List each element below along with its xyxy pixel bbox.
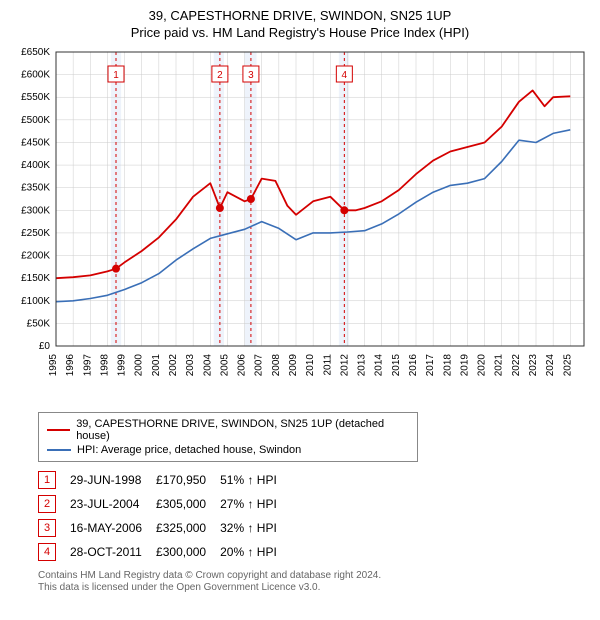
svg-text:2020: 2020 — [477, 353, 488, 376]
svg-text:2019: 2019 — [459, 353, 470, 376]
marker-date: 23-JUL-2004 — [70, 492, 156, 516]
svg-text:£100K: £100K — [21, 296, 50, 307]
legend-row: HPI: Average price, detached house, Swin… — [47, 443, 409, 457]
attribution-footer: Contains HM Land Registry data © Crown c… — [38, 570, 592, 595]
svg-text:2006: 2006 — [237, 353, 248, 376]
svg-text:2004: 2004 — [202, 353, 213, 376]
svg-text:2024: 2024 — [545, 353, 556, 376]
footer-line-1: Contains HM Land Registry data © Crown c… — [38, 570, 592, 583]
svg-text:2005: 2005 — [219, 353, 230, 376]
svg-text:2002: 2002 — [168, 353, 179, 376]
marker-date: 29-JUN-1998 — [70, 468, 156, 492]
svg-text:1995: 1995 — [48, 353, 59, 376]
marker-price: £300,000 — [156, 540, 220, 564]
svg-text:2022: 2022 — [511, 353, 522, 376]
svg-text:2011: 2011 — [322, 353, 333, 375]
legend-row: 39, CAPESTHORNE DRIVE, SWINDON, SN25 1UP… — [47, 417, 409, 443]
legend-label: HPI: Average price, detached house, Swin… — [77, 444, 301, 456]
svg-text:2008: 2008 — [271, 353, 282, 376]
title-line-1: 39, CAPESTHORNE DRIVE, SWINDON, SN25 1UP — [8, 8, 592, 25]
svg-text:£650K: £650K — [21, 47, 50, 58]
price-chart: £0 £50K £100K £150K £200K £250K £300K £350K £400… — [8, 46, 592, 406]
marker-delta: 32% ↑ HPI — [220, 516, 291, 540]
svg-text:£500K: £500K — [21, 115, 50, 126]
svg-text:2014: 2014 — [374, 353, 385, 376]
svg-text:2009: 2009 — [288, 353, 299, 376]
svg-text:2018: 2018 — [442, 353, 453, 376]
svg-text:2021: 2021 — [494, 353, 505, 376]
svg-text:£450K: £450K — [21, 137, 50, 148]
svg-text:£350K: £350K — [21, 182, 50, 193]
marker-price: £170,950 — [156, 468, 220, 492]
svg-text:£300K: £300K — [21, 205, 50, 216]
svg-text:£150K: £150K — [21, 273, 50, 284]
legend: 39, CAPESTHORNE DRIVE, SWINDON, SN25 1UP… — [38, 412, 418, 462]
svg-text:2012: 2012 — [339, 353, 350, 376]
markers-table: 1 29-JUN-1998£170,95051% ↑ HPI 2 23-JUL-200… — [38, 468, 291, 564]
svg-text:£0: £0 — [39, 341, 51, 352]
marker-price: £305,000 — [156, 492, 220, 516]
svg-text:£200K: £200K — [21, 250, 50, 261]
svg-text:2017: 2017 — [425, 353, 436, 376]
svg-text:1999: 1999 — [117, 353, 128, 376]
svg-text:2016: 2016 — [408, 353, 419, 376]
svg-text:2000: 2000 — [134, 353, 145, 376]
svg-text:£50K: £50K — [27, 318, 51, 329]
svg-text:4: 4 — [342, 70, 348, 81]
table-row: 2 23-JUL-2004£305,00027% ↑ HPI — [38, 492, 291, 516]
marker-date: 28-OCT-2011 — [70, 540, 156, 564]
svg-text:1998: 1998 — [99, 353, 110, 376]
svg-text:2013: 2013 — [357, 353, 368, 376]
svg-text:2003: 2003 — [185, 353, 196, 376]
chart-title-block: 39, CAPESTHORNE DRIVE, SWINDON, SN25 1UP… — [8, 8, 592, 42]
svg-text:£400K: £400K — [21, 160, 50, 171]
legend-label: 39, CAPESTHORNE DRIVE, SWINDON, SN25 1UP… — [76, 418, 409, 442]
svg-text:2023: 2023 — [528, 353, 539, 376]
svg-text:2: 2 — [217, 70, 223, 81]
marker-box: 3 — [38, 519, 56, 537]
svg-text:1: 1 — [113, 70, 119, 81]
chart-container: £0 £50K £100K £150K £200K £250K £300K £350K £400… — [8, 46, 592, 406]
legend-swatch — [47, 449, 71, 451]
svg-text:£550K: £550K — [21, 92, 50, 103]
marker-box: 2 — [38, 495, 56, 513]
svg-text:2010: 2010 — [305, 353, 316, 376]
svg-text:£250K: £250K — [21, 228, 50, 239]
legend-swatch — [47, 429, 70, 431]
table-row: 4 28-OCT-2011£300,00020% ↑ HPI — [38, 540, 291, 564]
svg-text:2025: 2025 — [562, 353, 573, 376]
marker-box: 4 — [38, 543, 56, 561]
marker-price: £325,000 — [156, 516, 220, 540]
marker-box: 1 — [38, 471, 56, 489]
marker-delta: 51% ↑ HPI — [220, 468, 291, 492]
marker-delta: 27% ↑ HPI — [220, 492, 291, 516]
table-row: 3 16-MAY-2006£325,00032% ↑ HPI — [38, 516, 291, 540]
marker-date: 16-MAY-2006 — [70, 516, 156, 540]
svg-text:2001: 2001 — [151, 353, 162, 376]
svg-text:2007: 2007 — [254, 353, 265, 376]
svg-text:1996: 1996 — [65, 353, 76, 376]
marker-delta: 20% ↑ HPI — [220, 540, 291, 564]
footer-line-2: This data is licensed under the Open Gov… — [38, 582, 592, 595]
svg-text:1997: 1997 — [82, 353, 93, 376]
table-row: 1 29-JUN-1998£170,95051% ↑ HPI — [38, 468, 291, 492]
svg-text:3: 3 — [248, 70, 254, 81]
svg-text:£600K: £600K — [21, 69, 50, 80]
svg-text:2015: 2015 — [391, 353, 402, 376]
title-line-2: Price paid vs. HM Land Registry's House … — [8, 25, 592, 42]
